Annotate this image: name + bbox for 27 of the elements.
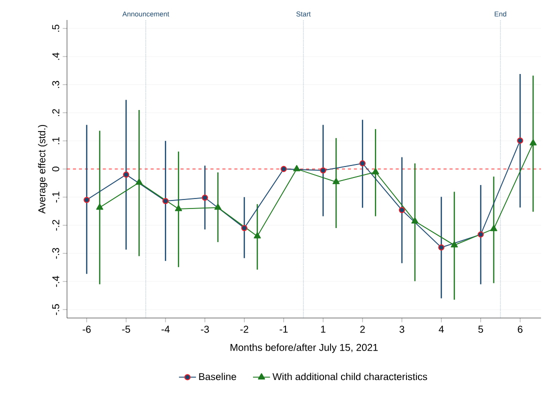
y-tick-label: .4 [52,52,60,60]
y-tick-label: .1 [52,137,60,144]
x-tick-label: 2 [360,326,365,333]
y-tick-label: .5 [52,24,60,32]
y-tick-label: -.4 [52,276,60,287]
x-tick-label: 4 [438,326,444,333]
legend-label: With additional child characteristics [272,372,428,380]
x-tick-label: -1 [280,326,288,333]
x-tick-label: 3 [400,326,404,333]
y-tick-label: -.5 [52,304,60,315]
x-tick-label: -2 [240,326,248,333]
y-tick-label: .2 [52,109,60,116]
x-tick-label: -5 [122,326,130,333]
x-tick-label: 5 [478,326,484,333]
x-tick-label: -3 [200,326,209,333]
y-tick-label: 0 [52,166,60,172]
legend-label: Baseline [199,372,236,380]
y-tick-label: .3 [52,80,60,88]
x-tick-label: -6 [82,326,91,333]
y-tick-label: -.2 [52,220,60,231]
y-axis-title: Average effect (std.) [38,124,48,214]
y-tick-label: -.3 [52,248,60,259]
y-tick-label: -.1 [52,192,60,202]
x-tick-label: 1 [321,326,326,333]
x-tick-label: 6 [518,326,522,333]
x-axis-title: Months before/after July 15, 2021 [230,344,378,353]
x-tick-label: -4 [162,326,170,333]
